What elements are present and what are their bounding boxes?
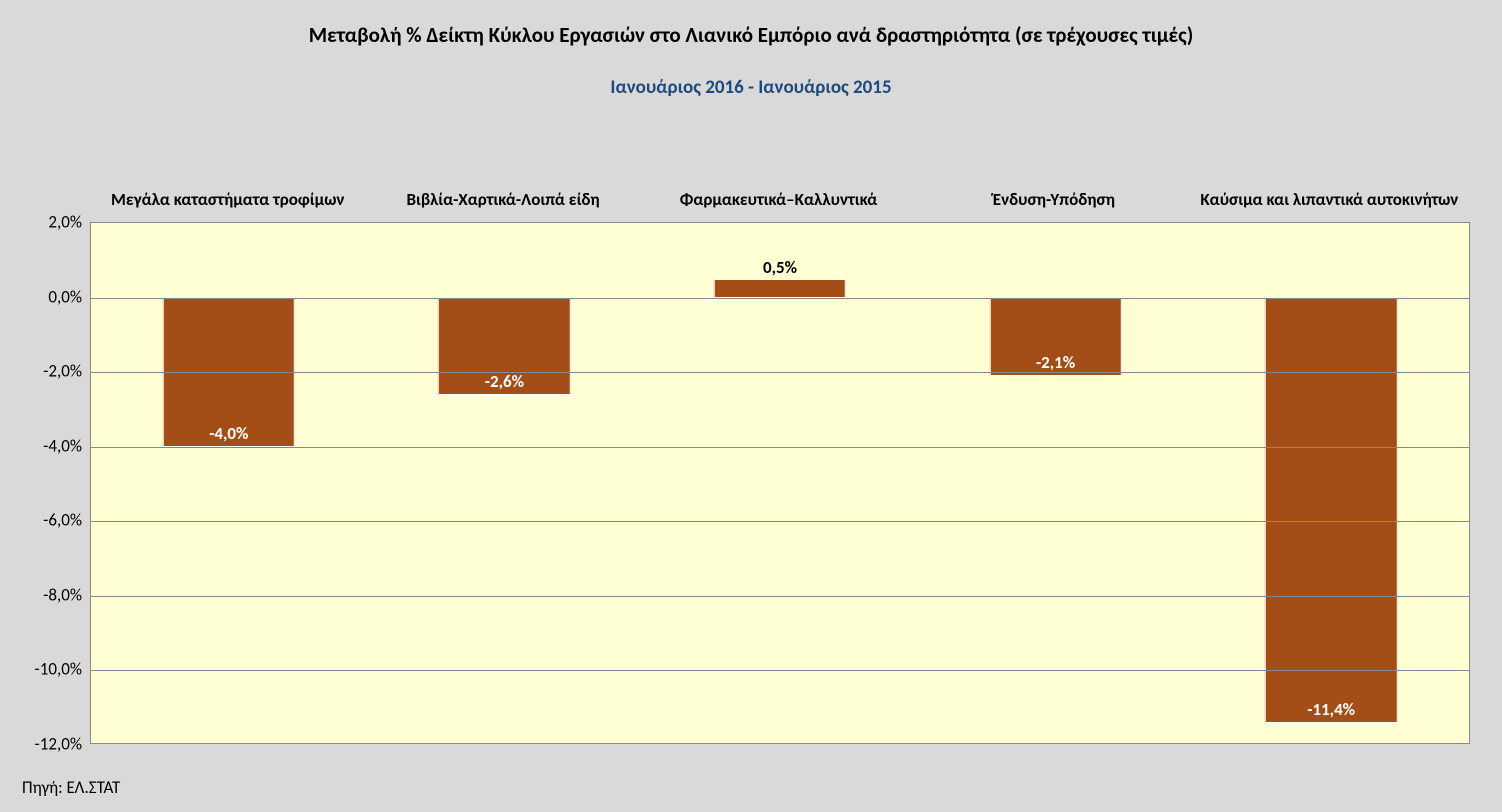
data-label: -11,4% bbox=[1307, 699, 1355, 720]
bar-slot: -4,0% bbox=[91, 223, 367, 743]
data-label: -2,6% bbox=[485, 371, 524, 392]
y-tick-label: -2,0% bbox=[12, 361, 82, 382]
y-tick-label: -4,0% bbox=[12, 435, 82, 456]
gridline bbox=[91, 521, 1469, 522]
gridline bbox=[91, 447, 1469, 448]
chart-title: Μεταβολή % Δείκτη Κύκλου Εργασιών στο Λι… bbox=[0, 0, 1502, 48]
bar-slot: -2,6% bbox=[367, 223, 643, 743]
category-label: Μεγάλα καταστήματα τροφίμων bbox=[90, 155, 365, 210]
bar bbox=[1265, 298, 1397, 723]
category-label: Βιβλία-Χαρτικά-Λοιπά είδη bbox=[365, 155, 640, 210]
y-tick-label: -8,0% bbox=[12, 584, 82, 605]
chart-subtitle: Ιανουάριος 2016 - Ιανουάριος 2015 bbox=[0, 48, 1502, 99]
category-label: Ένδυση-Υπόδηση bbox=[916, 155, 1191, 210]
y-tick-label: -10,0% bbox=[12, 659, 82, 680]
data-label: 0,5% bbox=[763, 257, 797, 278]
category-label: Φαρμακευτικά–Καλλυντικά bbox=[641, 155, 916, 210]
gridline bbox=[91, 596, 1469, 597]
bar bbox=[714, 279, 846, 298]
bar-slot: 0,5% bbox=[642, 223, 918, 743]
y-tick-label: -6,0% bbox=[12, 510, 82, 531]
source-label: Πηγή: ΕΛ.ΣΤΑΤ bbox=[22, 777, 120, 798]
bars-row: -4,0% -2,6% 0,5% -2,1% -11,4% bbox=[91, 223, 1469, 743]
y-tick-label: 0,0% bbox=[12, 286, 82, 307]
bar-slot: -2,1% bbox=[918, 223, 1194, 743]
y-tick-label: 2,0% bbox=[12, 212, 82, 233]
y-tick-label: -12,0% bbox=[12, 734, 82, 755]
gridline bbox=[91, 670, 1469, 671]
plot-area: -4,0% -2,6% 0,5% -2,1% -11,4% bbox=[90, 222, 1470, 744]
bar-slot: -11,4% bbox=[1193, 223, 1469, 743]
data-label: -4,0% bbox=[209, 423, 248, 444]
data-label: -2,1% bbox=[1036, 352, 1075, 373]
category-labels-row: Μεγάλα καταστήματα τροφίμωνΒιβλία-Χαρτικ… bbox=[90, 155, 1467, 210]
gridline bbox=[91, 298, 1469, 299]
chart-container: Μεταβολή % Δείκτη Κύκλου Εργασιών στο Λι… bbox=[0, 0, 1502, 812]
category-label: Καύσιμα και λιπαντικά αυτοκινήτων bbox=[1192, 155, 1467, 210]
gridline bbox=[91, 372, 1469, 373]
